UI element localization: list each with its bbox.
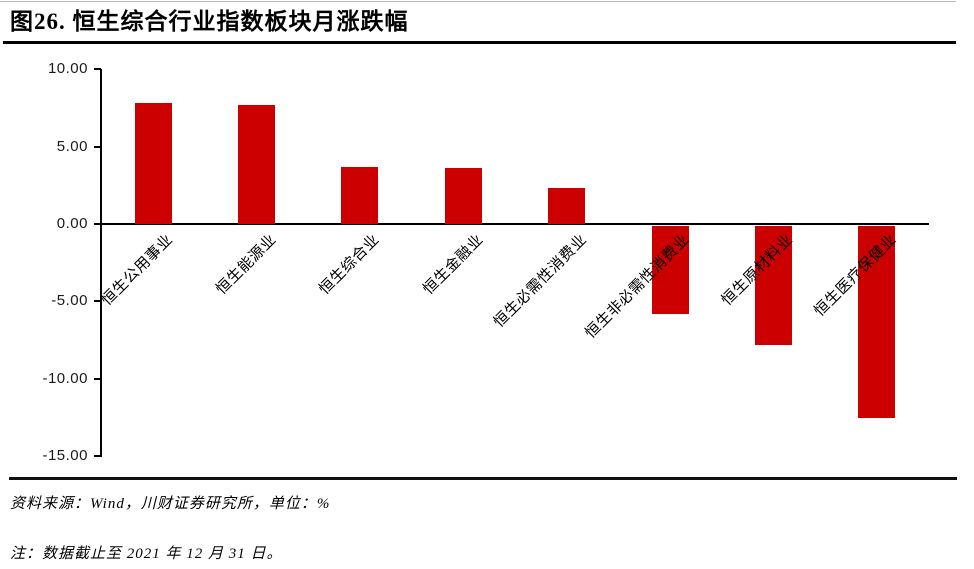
x-axis-label: 恒生综合业 — [316, 231, 383, 298]
y-axis-tick-label: 5.00 — [56, 137, 88, 155]
figure-title: 图26. 恒生综合行业指数板块月涨跌幅 — [10, 9, 409, 34]
bar — [237, 104, 275, 224]
data-note: 注：数据截止至 2021 年 12 月 31 日。 — [10, 546, 283, 562]
x-axis-label: 恒生公用事业 — [99, 231, 177, 309]
bar — [651, 225, 689, 315]
x-axis-label: 恒生能源业 — [213, 231, 280, 298]
bar — [754, 225, 792, 345]
y-axis-tick-mark — [94, 68, 101, 71]
x-axis-label: 恒生必需性消费业 — [490, 231, 590, 331]
x-axis-label: 恒生金融业 — [420, 231, 487, 298]
bar — [858, 225, 896, 418]
y-axis-tick-mark — [94, 300, 101, 303]
y-axis-tick-mark — [94, 377, 101, 380]
y-axis-tick-label: -5.00 — [51, 292, 88, 310]
bar-chart: 10.00 5.00 0.00 -5.00 -10.00 -15.00 恒生公用事业 恒生能… — [42, 60, 929, 464]
y-axis-tick-mark — [94, 454, 101, 457]
bar — [134, 103, 172, 224]
bar — [548, 188, 586, 224]
title-underline — [3, 41, 956, 44]
y-axis — [100, 69, 102, 457]
y-axis-tick-label: -15.00 — [42, 446, 88, 464]
x-axis-zero-line — [100, 223, 929, 225]
y-axis-tick-label: 0.00 — [56, 214, 88, 232]
y-axis-tick-mark — [94, 222, 101, 225]
bar — [341, 166, 379, 224]
bar — [444, 168, 482, 224]
y-axis-tick-label: -10.00 — [42, 369, 88, 387]
y-axis-tick-mark — [94, 145, 101, 148]
source-note: 资料来源：Wind，川财证券研究所，单位：% — [10, 496, 331, 512]
y-axis-tick-label: 10.00 — [47, 60, 88, 78]
top-divider — [0, 1, 956, 2]
footer-divider — [9, 477, 957, 480]
